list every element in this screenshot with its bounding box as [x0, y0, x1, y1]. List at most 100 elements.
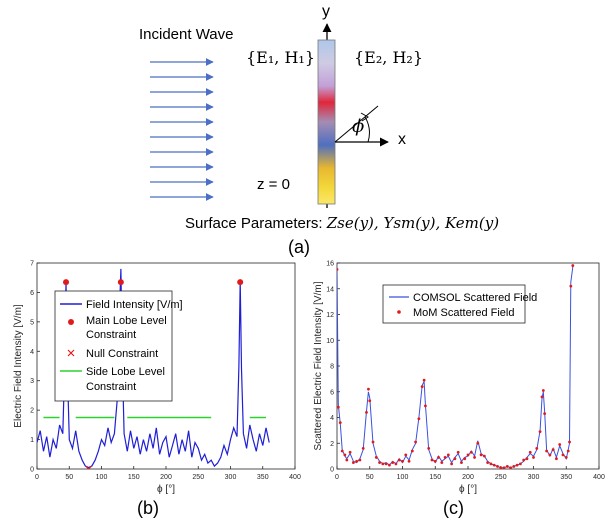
- mom-marker: [355, 459, 359, 463]
- legend-box: [382, 284, 526, 324]
- legend-swatch-main-lobe: [68, 319, 74, 325]
- legend-label-field: Field Intensity [V/m]: [86, 299, 183, 311]
- x-tick-label: 300: [225, 474, 237, 481]
- y-tick-label: 7: [30, 261, 34, 268]
- legend-swatch-null: [67, 349, 75, 357]
- legend-swatch-mom: [397, 310, 401, 314]
- mom-marker: [564, 456, 568, 459]
- mom-marker: [391, 461, 395, 464]
- mom-marker: [446, 453, 450, 457]
- y-tick-label: 6: [330, 389, 334, 396]
- figure-a: Incident Wave {E₁, H₁} {E₂, H₂} y x ϕ z …: [0, 0, 607, 257]
- mom-marker: [538, 430, 542, 434]
- x-tick-label: 50: [65, 474, 73, 481]
- mom-marker: [568, 440, 571, 444]
- y-tick-label: 8: [330, 364, 334, 371]
- y-tick-label: 16: [326, 261, 334, 268]
- mom-marker: [348, 450, 352, 454]
- mom-marker: [469, 450, 473, 454]
- legend-label-main-lobe: Main Lobe Level: [86, 315, 167, 327]
- mom-marker: [424, 404, 427, 408]
- legend-b: Field Intensity [V/m] Main Lobe Level Cons…: [54, 290, 183, 402]
- x-tick-label: 100: [96, 474, 108, 481]
- y-tick-label: 2: [330, 441, 334, 448]
- x-axis-label: ϕ [°]: [459, 484, 477, 495]
- mom-marker: [443, 456, 447, 459]
- angle-arc-arrow: [360, 112, 369, 122]
- mom-marker: [541, 389, 545, 392]
- y-tick-label: 4: [330, 415, 334, 422]
- mom-marker: [365, 410, 368, 414]
- mom-marker: [414, 440, 417, 444]
- mom-marker: [401, 459, 404, 463]
- mom-marker: [555, 457, 558, 461]
- mom-marker: [532, 456, 535, 459]
- mom-marker: [388, 463, 391, 467]
- mom-marker: [453, 457, 457, 461]
- mom-marker: [437, 456, 440, 459]
- figure-b: 0 50 100 150 200 250 300 350 400 0 1 2 3 4 5 6 7 ϕ [°] Ele…: [0, 255, 303, 522]
- legend-label-mom: MoM Scattered Field: [413, 307, 514, 319]
- mom-marker: [368, 399, 372, 403]
- mom-marker: [407, 459, 411, 463]
- mom-marker: [427, 447, 431, 450]
- y-tick-label: 12: [326, 312, 334, 319]
- chart-c: 0 50 100 150 200 250 300 350 400 0 2 4 6 8 10 12 14 16 ϕ […: [313, 261, 605, 496]
- null-marker: [85, 465, 93, 469]
- mom-marker: [340, 449, 344, 453]
- legend-label-null: Null Constraint: [86, 348, 158, 360]
- angle-phi-label: ϕ: [352, 116, 365, 137]
- mom-marker: [404, 453, 408, 457]
- mom-marker: [420, 385, 424, 388]
- mom-marker: [496, 465, 499, 468]
- caption-b: (b): [137, 498, 159, 518]
- mom-marker: [430, 458, 434, 462]
- y-tick-label: 0: [330, 467, 334, 474]
- mom-marker: [337, 405, 340, 409]
- mom-marker: [463, 457, 467, 461]
- mom-marker: [433, 459, 437, 463]
- mom-marker: [361, 447, 365, 450]
- mom-marker: [345, 458, 349, 462]
- y-tick-label: 6: [30, 290, 34, 297]
- legend-box: [54, 290, 173, 402]
- mom-marker: [535, 447, 539, 450]
- x-tick-label: 150: [128, 474, 140, 481]
- mom-marker: [378, 461, 381, 464]
- mom-marker: [456, 450, 460, 454]
- mom-marker: [566, 449, 570, 453]
- mom-marker: [338, 421, 342, 425]
- impedance-surface: [317, 39, 336, 205]
- incident-wave-arrows: [150, 58, 214, 201]
- mom-marker: [571, 264, 575, 267]
- mom-marker: [479, 453, 483, 457]
- mom-marker: [358, 458, 362, 462]
- mom-marker: [561, 453, 565, 457]
- mom-marker: [476, 441, 480, 445]
- main-lobe-marker: [117, 279, 124, 286]
- x-tick-label: 200: [462, 474, 474, 481]
- caption-c: (c): [443, 498, 464, 518]
- mom-marker: [374, 456, 378, 459]
- mom-marker: [540, 395, 544, 399]
- legend-label-side-lobe-cont: Constraint: [86, 381, 136, 393]
- legend-label-comsol: COMSOL Scattered Field: [413, 292, 537, 304]
- mom-marker: [545, 449, 548, 453]
- main-lobe-marker: [63, 279, 70, 286]
- mom-marker: [440, 461, 444, 464]
- x-tick-label: 0: [35, 474, 39, 481]
- x-tick-label: 250: [192, 474, 204, 481]
- mom-marker: [522, 458, 526, 462]
- y-tick-label: 5: [30, 319, 34, 326]
- main-lobe-marker: [237, 279, 244, 286]
- y-tick-label: 1: [30, 437, 34, 444]
- y-axis-label: Electric Field Intensity [V/m]: [13, 304, 24, 428]
- y-tick-label: 3: [30, 378, 34, 385]
- mom-marker: [505, 465, 509, 468]
- chart-b: 0 50 100 150 200 250 300 350 400 0 1 2 3 4 5 6 7 ϕ [°] Ele…: [13, 261, 301, 496]
- mom-marker: [528, 450, 532, 454]
- x-tick-label: 350: [257, 474, 269, 481]
- surface-params-label: Surface Parameters: Zse(y), Ysm(y), Kem(…: [185, 214, 499, 232]
- series-line-field-intensity: [37, 268, 270, 469]
- y-axis-label: Scattered Electric Field Intensity [V/m]: [313, 281, 324, 450]
